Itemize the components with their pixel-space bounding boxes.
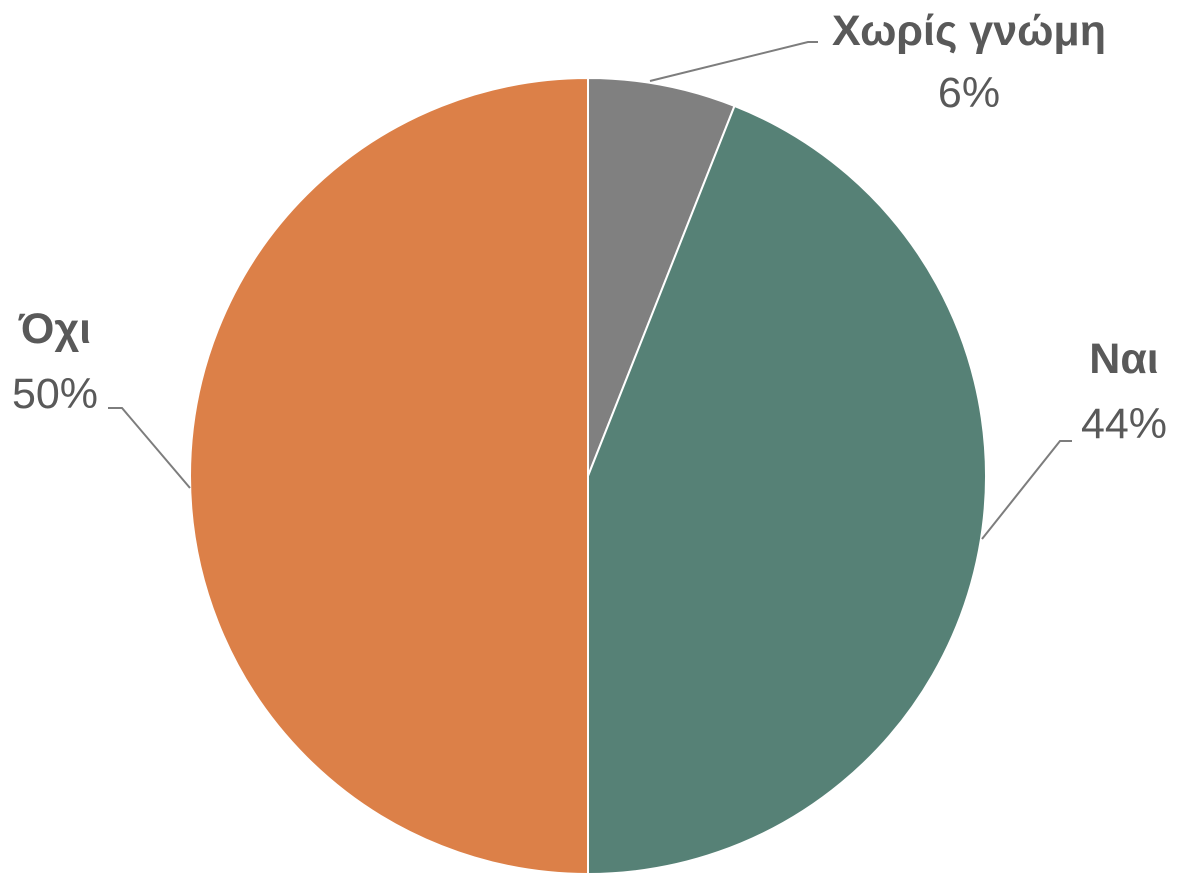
data-label-value-no-opinion: 6% (938, 69, 1000, 117)
leader-line-no (108, 407, 191, 489)
pie-slice-yes (587, 104, 987, 876)
data-label-value-yes: 44% (1081, 400, 1167, 448)
leader-line-no-opinion (649, 41, 818, 82)
data-labels: Χωρίς γνώμη 6% Ναι 44% Όχι 50% (12, 7, 1167, 448)
leader-line-yes (981, 440, 1072, 540)
pie-slice-no-opinion (587, 76, 736, 477)
pie-slices (189, 76, 987, 876)
leader-lines (108, 41, 1072, 540)
pie-slice-no (189, 76, 589, 876)
data-label-category-yes: Ναι (1089, 335, 1158, 383)
data-label-category-no: Όχι (18, 305, 91, 353)
data-label-category-no-opinion: Χωρίς γνώμη (832, 7, 1106, 55)
data-label-value-no: 50% (12, 370, 98, 418)
